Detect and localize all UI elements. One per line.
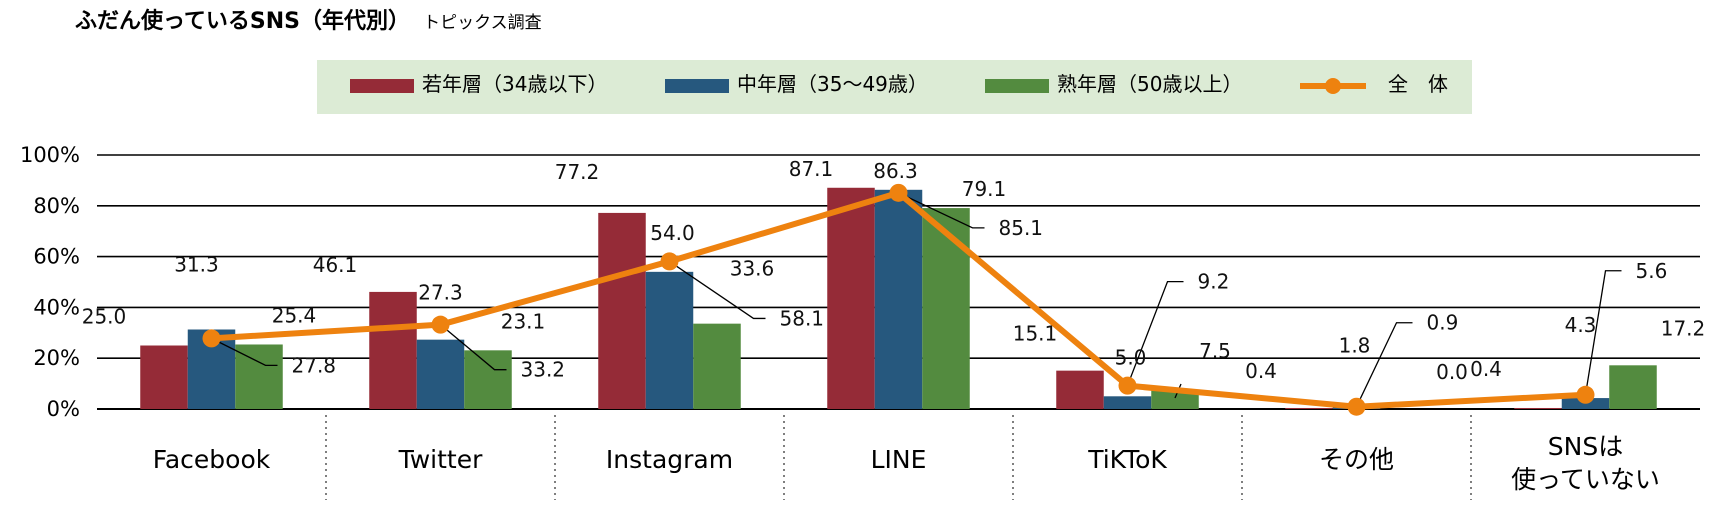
leader-line [898,192,985,229]
bar [645,271,694,409]
bar-value-label: 77.2 [555,160,600,184]
bar-value-label: 7.5 [1199,339,1231,363]
bar-value-label: 0.4 [1245,359,1277,383]
overall-line [202,183,1595,416]
bar [1056,370,1104,409]
bar-value-label: 46.1 [313,253,358,277]
leader-line [211,337,278,367]
chart-title-row: ふだん使っているSNS（年代別） トピックス調査 [75,8,542,34]
leader-line [1355,322,1413,407]
overall-value-label: 9.2 [1198,270,1230,294]
overall-value-label: 33.2 [521,358,566,382]
bar [140,345,188,409]
y-tick-label: 0% [47,397,80,421]
category-label: LINE [871,445,927,474]
legend-line-marker [1325,78,1341,94]
overall-value-label: 58.1 [780,306,825,330]
bar [464,350,512,409]
legend-swatch [665,79,729,93]
bar [1151,389,1199,409]
bar-value-label: 5.0 [1115,345,1147,369]
bar-value-label: 15.1 [1013,322,1058,346]
bar [1285,407,1333,409]
category-label: SNSは [1548,432,1623,461]
leader-line [1584,270,1622,395]
y-tick-label: 40% [33,295,80,319]
bar-value-label: 86.3 [873,159,918,183]
legend-swatch [985,79,1049,93]
bar-value-label: 79.1 [962,177,1007,201]
overall-point [1347,397,1366,416]
bar-value-label: 25.0 [82,305,127,329]
bar-value-label: 1.8 [1339,333,1371,357]
overall-point [1576,385,1595,404]
legend-swatch [350,79,414,93]
bar [1514,407,1562,409]
bars [140,187,1657,409]
y-tick-label: 80% [33,194,80,218]
category-label: TiKToK [1087,445,1167,474]
legend-box [317,60,1472,114]
bar-value-label: 33.6 [730,257,775,281]
bar-value-label: 87.1 [789,157,834,181]
category-labels: Facebook Twitter Instagram LINE TiKToK その他 SNS… [153,432,1660,494]
overall-value-label: 0.9 [1427,311,1459,335]
legend-label: 全 体 [1388,72,1448,96]
bar-value-label: 31.3 [174,252,219,276]
category-label: その他 [1319,445,1394,474]
bar [235,344,283,409]
bar-value-label: 25.4 [272,303,317,327]
bar-value-label: 0.0 [1436,360,1468,384]
bar-value-label: 17.2 [1661,316,1706,340]
y-tick-label: 20% [33,346,80,370]
overall-point [431,315,450,334]
chart-subtitle: トピックス調査 [423,13,542,33]
bar [1609,365,1657,409]
overall-point [1118,376,1137,395]
bar-value-label: 54.0 [650,221,695,245]
y-tick-label: 60% [33,245,80,269]
bar [693,323,741,409]
leader-line [440,324,507,371]
bar-value-label: 0.4 [1470,357,1502,381]
y-tick-label: 100% [20,143,80,167]
bar-value-label: 27.3 [418,281,463,305]
overall-point [660,252,679,271]
chart-title: ふだん使っているSNS（年代別） [75,8,410,34]
legend-label: 若年層（34歳以下） [422,72,607,96]
legend-label: 熟年層（50歳以上） [1057,72,1242,96]
bar-value-label: 4.3 [1565,313,1597,337]
bar-value-label: 23.1 [501,309,546,333]
category-label: Instagram [606,445,733,474]
overall-point [202,329,221,348]
overall-value-label: 85.1 [999,216,1044,240]
legend: 若年層（34歳以下） 中年層（35～49歳） 熟年層（50歳以上） 全 体 [350,72,1448,96]
bar [369,291,417,409]
leader-lines [211,192,1622,407]
bar [874,189,923,409]
bar [1103,396,1152,409]
overall-value-label: 5.6 [1636,259,1668,283]
bar [827,187,875,409]
leader-line [1126,280,1184,386]
category-label: 使っていない [1511,465,1660,494]
overall-point [889,183,908,202]
bar [416,339,465,409]
legend-label: 中年層（35～49歳） [737,72,928,96]
overall-value-label: 27.8 [292,353,337,377]
data-labels: 25.0 46.1 77.2 87.1 15.1 0.4 0.4 31.3 27.3 54.0 86… [82,157,1706,384]
bar [922,208,970,409]
category-label: Facebook [153,445,271,474]
bar [598,212,646,409]
category-label: Twitter [398,445,484,474]
leader-line [669,260,766,320]
